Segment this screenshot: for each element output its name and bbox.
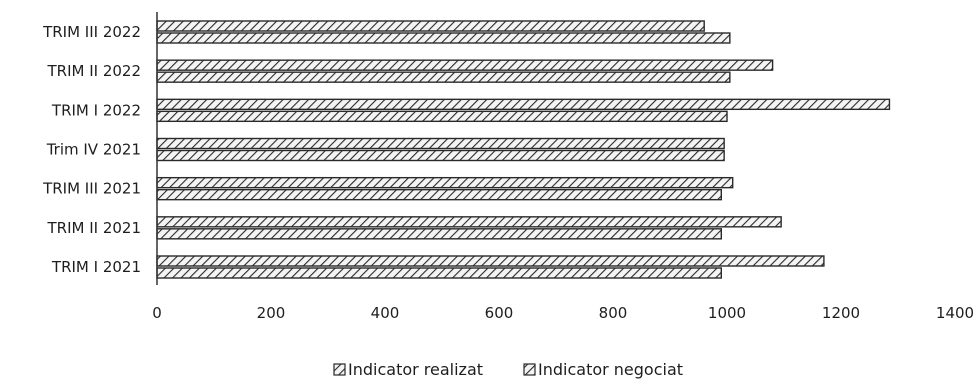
x-tick-label: 1200 [822, 304, 860, 322]
x-tick-label: 200 [257, 304, 286, 322]
x-tick-label: 800 [599, 304, 628, 322]
bar-indicator-negociat [156, 149, 725, 162]
y-tick-label: TRIM I 2022 [51, 101, 141, 119]
x-tick-label: 0 [152, 304, 162, 322]
y-tick-label: TRIM II 2022 [46, 62, 141, 80]
legend: Indicator realizat Indicator negociat [333, 360, 683, 379]
y-axis-labels: TRIM I 2021 TRIM II 2021 TRIM III 2021 Trim… [42, 23, 141, 276]
bars-group [156, 20, 891, 279]
x-tick-label: 400 [371, 304, 400, 322]
bar-indicator-realizat [156, 216, 782, 228]
bar-indicator-negociat [156, 110, 728, 123]
legend-swatch [333, 363, 346, 376]
bar-indicator-realizat [156, 176, 734, 189]
bar-indicator-negociat [156, 32, 731, 44]
bar-indicator-realizat [156, 20, 705, 32]
bar-indicator-negociat [156, 71, 731, 83]
x-tick-label: 1400 [936, 304, 974, 322]
bar-indicator-realizat [156, 255, 825, 267]
bar-indicator-realizat [156, 137, 725, 150]
y-tick-label: Trim IV 2021 [46, 141, 141, 159]
y-tick-label: TRIM I 2021 [51, 258, 141, 276]
bar-indicator-negociat [156, 188, 722, 201]
x-axis-labels: 0 200 400 600 800 1000 1200 1400 [152, 304, 974, 322]
x-tick-label: 1000 [708, 304, 746, 322]
x-tick-label: 600 [485, 304, 514, 322]
y-tick-label: TRIM III 2022 [42, 23, 141, 41]
bar-indicator-negociat [156, 228, 722, 240]
y-tick-label: TRIM III 2021 [42, 180, 141, 198]
y-tick-label: TRIM II 2021 [46, 219, 141, 237]
bar-indicator-negociat [156, 267, 722, 279]
bar-indicator-realizat [156, 59, 774, 71]
bar-indicator-realizat [156, 98, 891, 111]
legend-swatch [523, 363, 536, 376]
legend-label: Indicator negociat [538, 360, 683, 379]
legend-label: Indicator realizat [348, 360, 483, 379]
